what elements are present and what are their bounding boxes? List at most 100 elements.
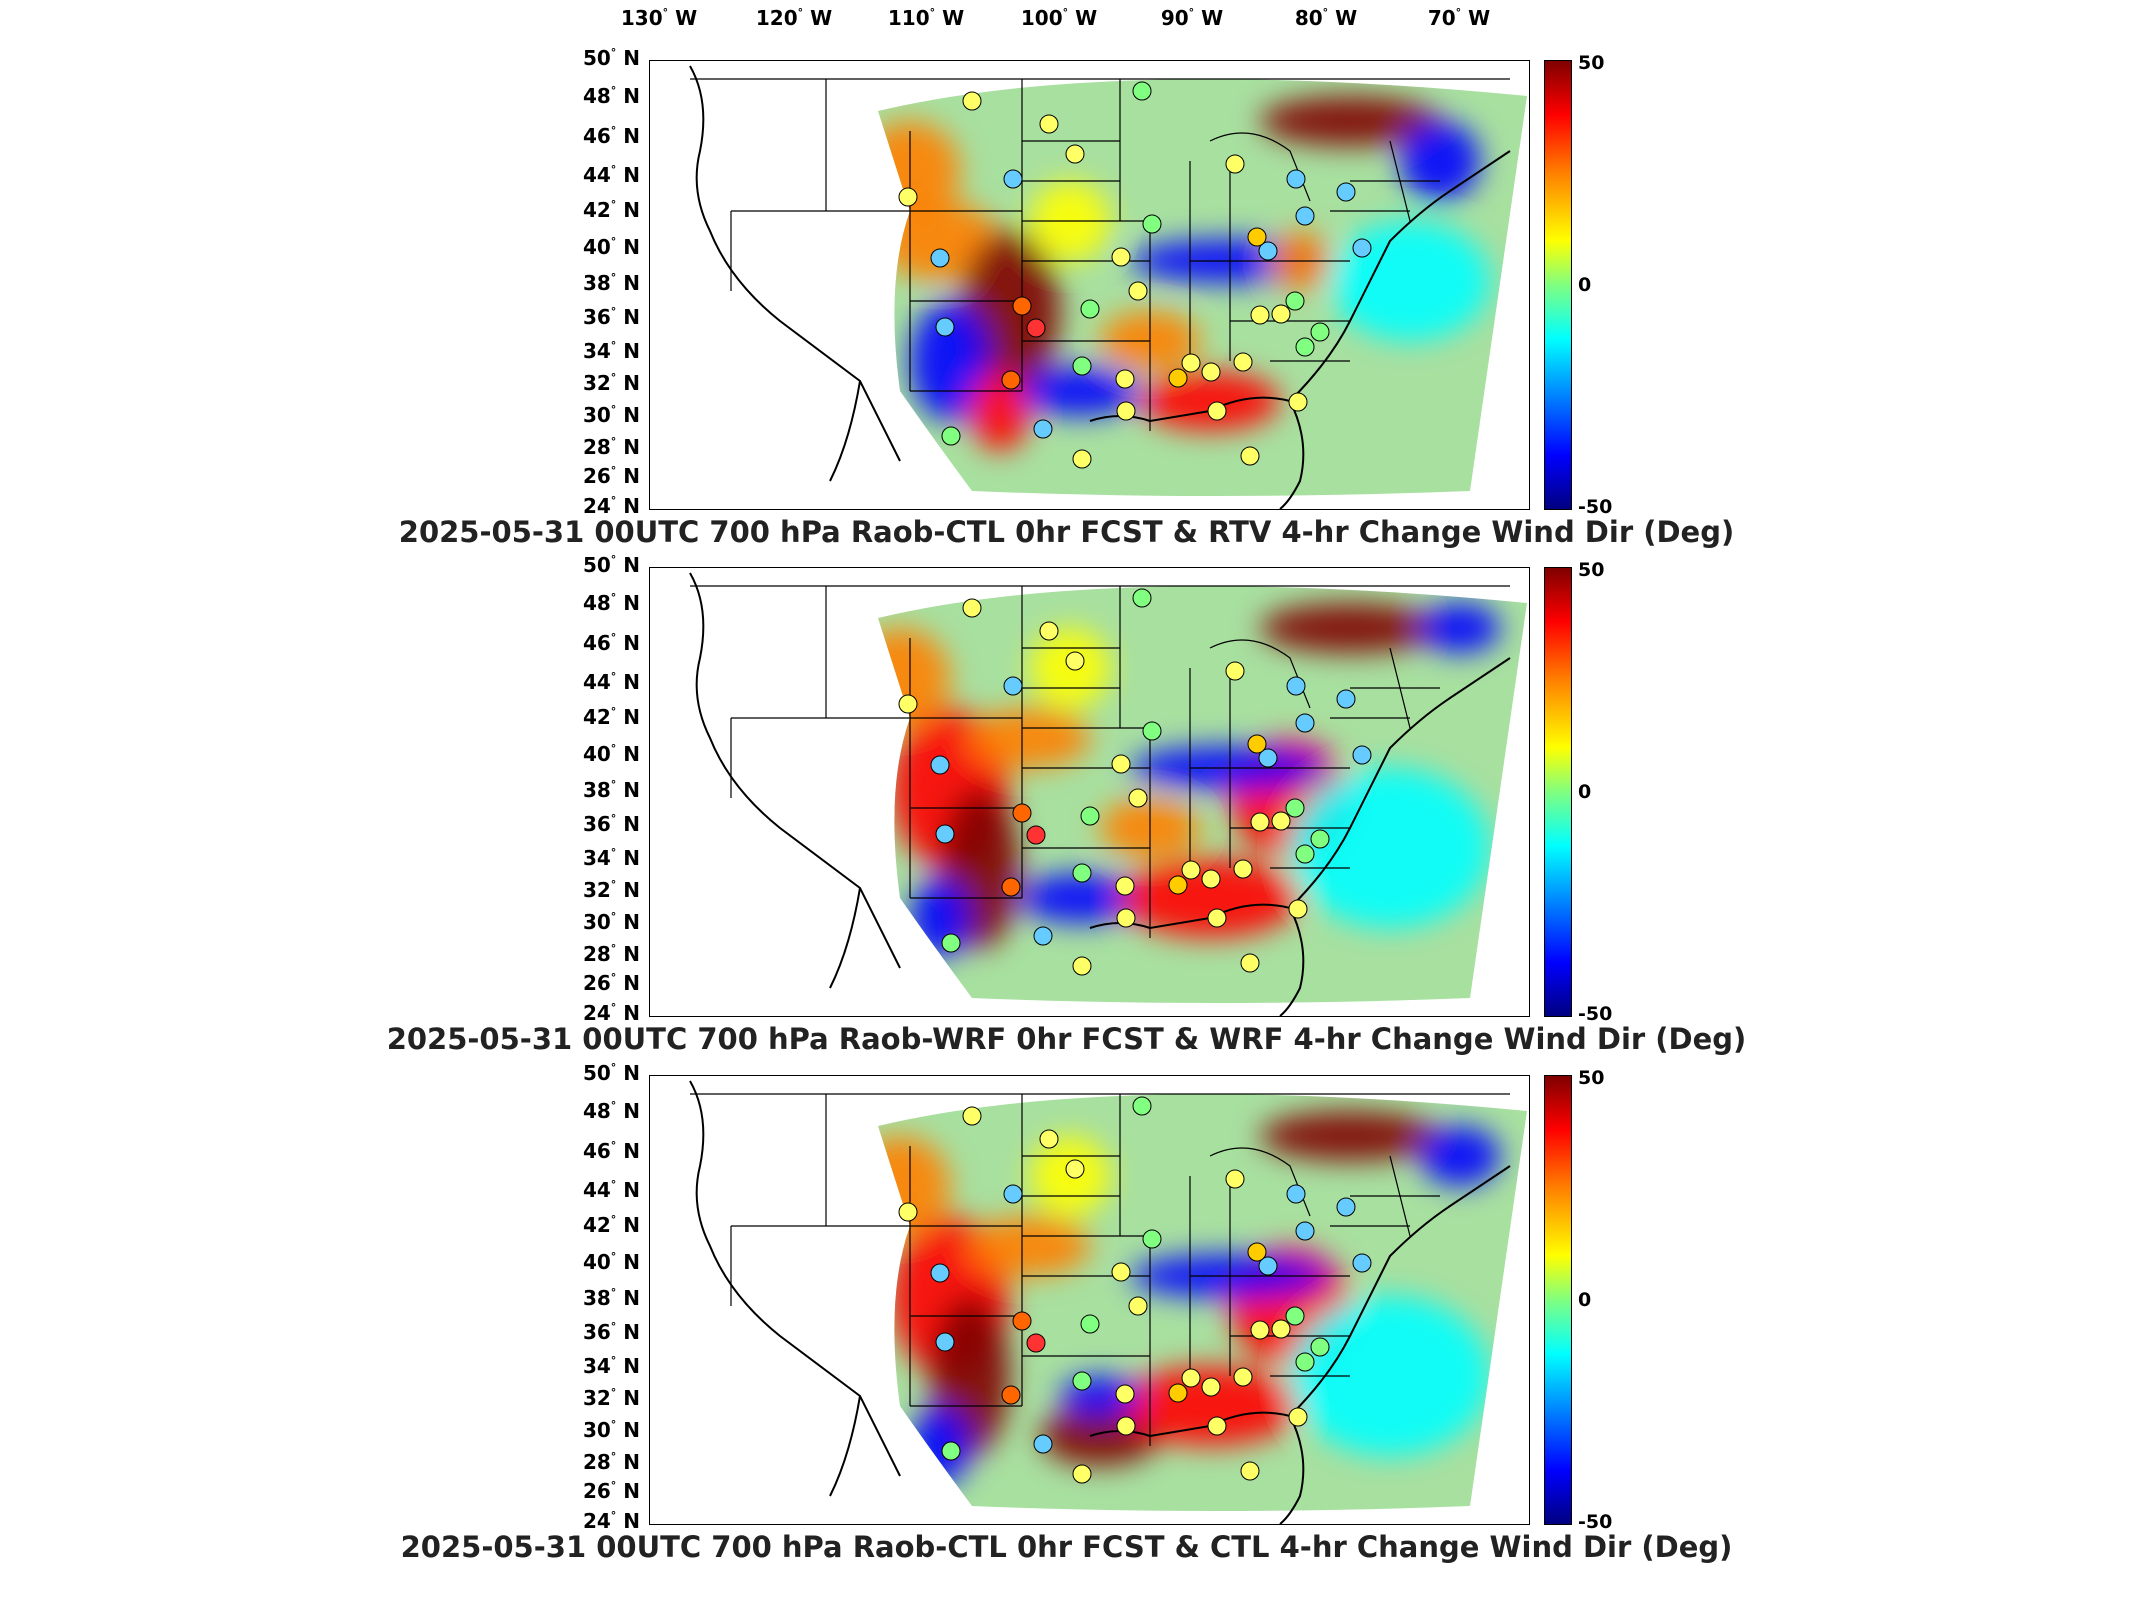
boundary-line <box>1389 140 1411 222</box>
lat-tick-label: 48° N <box>582 84 640 108</box>
raob-station-marker <box>1201 362 1221 382</box>
map-plot-area <box>649 567 1530 1017</box>
lat-tick-label: 40° N <box>582 1250 640 1274</box>
state-boundaries <box>690 78 1510 431</box>
raob-station-marker <box>1295 206 1315 226</box>
raob-station-marker <box>1258 1256 1278 1276</box>
colorbar-mid-label: 0 <box>1578 274 1592 296</box>
raob-station-marker <box>1132 588 1152 608</box>
raob-station-marker <box>1247 1242 1267 1262</box>
raob-station-marker <box>1065 1159 1085 1179</box>
field-blob <box>970 371 1030 451</box>
raob-station-marker <box>1207 908 1227 928</box>
raob-station-marker <box>1115 876 1135 896</box>
raob-station-marker <box>962 1106 982 1126</box>
field-blob <box>1260 96 1440 146</box>
raob-station-marker <box>1352 238 1372 258</box>
lon-tick-label: 80° W <box>1294 6 1358 30</box>
lat-tick-label: 40° N <box>582 742 640 766</box>
map-panel-2: 50° N 48° N 46° N 44° N 42° N 40° N 38° N 36° N… <box>0 553 2133 1077</box>
raob-station-marker <box>962 598 982 618</box>
lat-tick-label: 26° N <box>582 1479 640 1503</box>
lat-tick-label: 26° N <box>582 971 640 995</box>
raob-station-marker <box>1142 1229 1162 1249</box>
raob-station-marker <box>1142 214 1162 234</box>
field-blob <box>910 1406 970 1486</box>
raob-station-marker <box>930 1263 950 1283</box>
raob-station-marker <box>1072 449 1092 469</box>
raob-station-marker <box>1111 754 1131 774</box>
raob-station-marker <box>1072 956 1092 976</box>
raob-station-marker <box>1116 401 1136 421</box>
raob-station-marker <box>1250 1320 1270 1340</box>
raob-station-marker <box>1142 721 1162 741</box>
raob-station-marker <box>1033 1434 1053 1454</box>
raob-station-marker <box>1128 281 1148 301</box>
colorbar-min-label: -50 <box>1578 1003 1613 1025</box>
raob-station-marker <box>1026 318 1046 338</box>
lon-tick-label: 110° W <box>887 6 965 30</box>
raob-station-marker <box>1039 621 1059 641</box>
lat-tick-label: 30° N <box>582 1418 640 1442</box>
lat-tick-label: 32° N <box>582 878 640 902</box>
boundary-line <box>1389 1155 1411 1237</box>
raob-station-marker <box>1250 812 1270 832</box>
raob-station-marker <box>1286 676 1306 696</box>
raob-station-marker <box>1181 1368 1201 1388</box>
map-plot-area <box>649 60 1530 510</box>
map-panel-3: 50° N 48° N 46° N 44° N 42° N 40° N 38° N 36° N… <box>0 1061 2133 1585</box>
colorbar-max-label: 50 <box>1578 1067 1605 1089</box>
raob-station-marker <box>1288 1407 1308 1427</box>
raob-station-marker <box>1295 713 1315 733</box>
lat-tick-label: 36° N <box>582 812 640 836</box>
raob-station-marker <box>1033 419 1053 439</box>
raob-station-marker <box>1001 877 1021 897</box>
raob-station-marker <box>1111 247 1131 267</box>
lat-tick-label: 36° N <box>582 305 640 329</box>
panel-caption: 2025-05-31 00UTC 700 hPa Raob-CTL 0hr FC… <box>398 515 1735 549</box>
raob-stations <box>898 81 1372 469</box>
raob-station-marker <box>1168 875 1188 895</box>
field-blob <box>1120 1366 1300 1446</box>
colorbar-min-label: -50 <box>1578 1511 1613 1533</box>
raob-station-marker <box>1128 1296 1148 1316</box>
lat-tick-label: 44° N <box>582 670 640 694</box>
raob-station-marker <box>1233 352 1253 372</box>
raob-station-marker <box>1039 1129 1059 1149</box>
field-shading <box>878 96 1490 451</box>
lat-tick-label: 26° N <box>582 464 640 488</box>
lat-tick-label: 28° N <box>582 1450 640 1474</box>
raob-station-marker <box>1247 734 1267 754</box>
field-shading <box>878 1111 1500 1486</box>
lat-tick-label: 46° N <box>582 1139 640 1163</box>
raob-station-marker <box>1207 401 1227 421</box>
lat-tick-label: 46° N <box>582 631 640 655</box>
state-boundaries <box>690 1093 1510 1446</box>
raob-station-marker <box>941 426 961 446</box>
raob-station-marker <box>1271 811 1291 831</box>
lon-tick-label: 100° W <box>1020 6 1098 30</box>
wind-direction-change-map <box>689 1080 1527 1524</box>
raob-station-marker <box>1012 803 1032 823</box>
raob-station-marker <box>1336 689 1356 709</box>
raob-station-marker <box>1258 241 1278 261</box>
lat-tick-label: 38° N <box>582 778 640 802</box>
raob-station-marker <box>1310 829 1330 849</box>
colorbar-max-label: 50 <box>1578 559 1605 581</box>
raob-station-marker <box>1003 169 1023 189</box>
lat-tick-label: 30° N <box>582 910 640 934</box>
raob-station-marker <box>1310 1337 1330 1357</box>
raob-station-marker <box>1295 1352 1315 1372</box>
raob-station-marker <box>1065 651 1085 671</box>
raob-station-marker <box>1285 291 1305 311</box>
field-blob <box>1330 221 1490 341</box>
field-blob <box>970 1216 1090 1276</box>
lon-tick-label: 70° W <box>1427 6 1491 30</box>
boundary-line <box>1209 1147 1311 1217</box>
raob-station-marker <box>1132 81 1152 101</box>
raob-station-marker <box>1285 798 1305 818</box>
raob-stations <box>898 588 1372 976</box>
field-blob <box>1420 603 1500 653</box>
raob-station-marker <box>1080 1314 1100 1334</box>
coastline <box>689 65 1511 509</box>
